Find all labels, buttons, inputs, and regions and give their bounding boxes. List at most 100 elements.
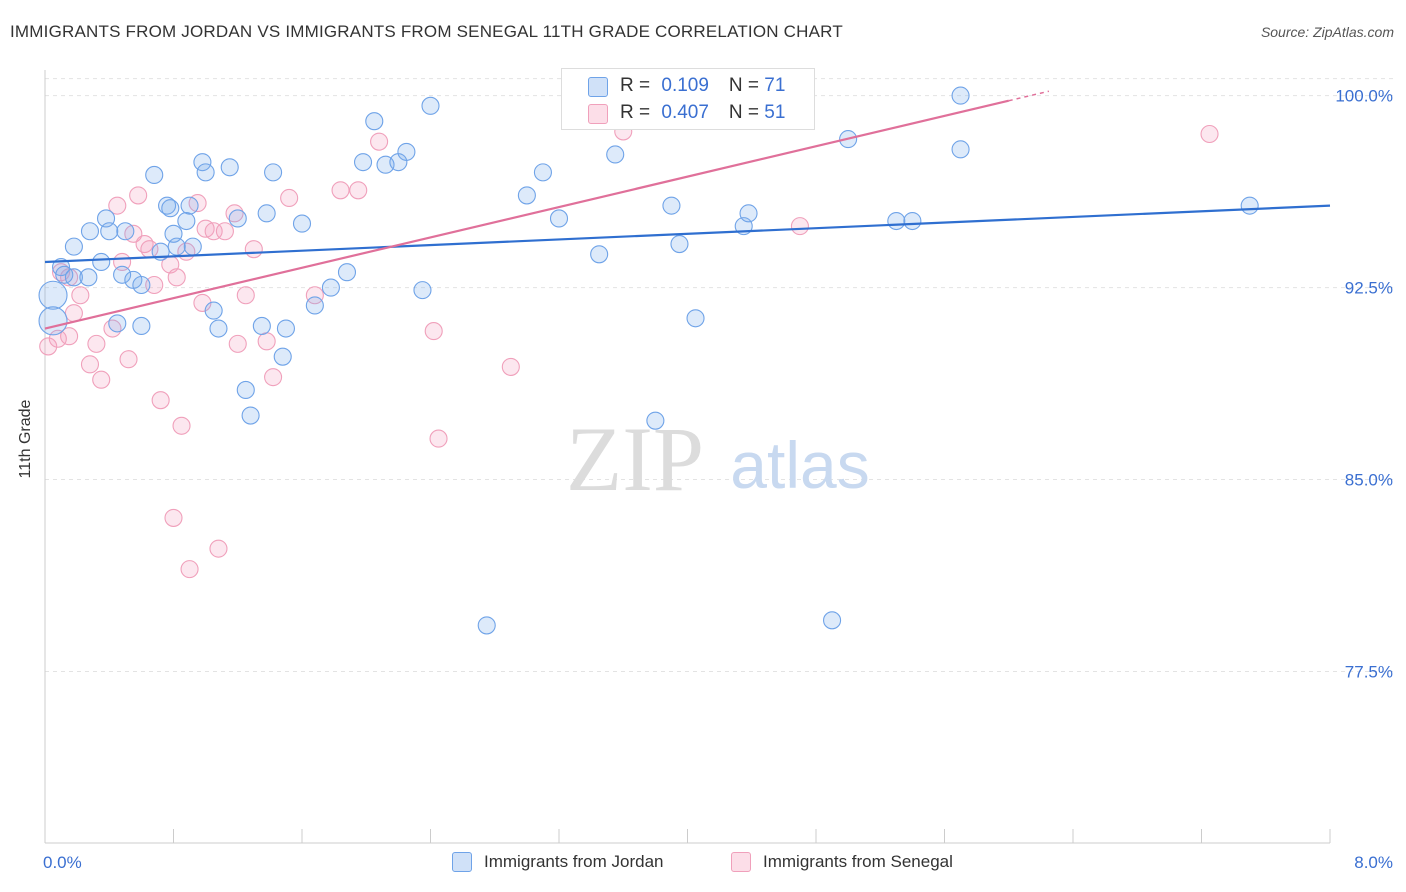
jordan-point	[606, 145, 625, 164]
jordan-point	[337, 263, 357, 282]
senegal-point	[129, 186, 148, 205]
legend-row-jordan: R = 0.109 N = 71	[588, 75, 785, 97]
senegal-point	[145, 275, 164, 295]
senegal-point	[349, 181, 368, 200]
jordan-point	[116, 222, 135, 241]
senegal-trend-extension	[1008, 90, 1050, 102]
jordan-point	[161, 199, 180, 218]
jordan-point	[132, 316, 151, 336]
legend-n-label-senegal: N =	[728, 102, 765, 123]
y-tick-label-1: 85.0%	[1345, 471, 1393, 490]
senegal-point	[180, 560, 199, 579]
jordan-points	[38, 86, 1259, 635]
bottom-legend-senegal: Immigrants from Senegal	[731, 852, 953, 872]
jordan-point	[273, 347, 292, 366]
jordan-point	[887, 211, 906, 231]
legend-row-senegal: R = 0.407 N = 51	[588, 102, 785, 124]
legend-n-label-jordan: N =	[728, 75, 765, 96]
chart-title: IMMIGRANTS FROM JORDAN VS IMMIGRANTS FRO…	[10, 22, 843, 41]
jordan-point	[321, 278, 340, 297]
source-label: Source: ZipAtlas.com	[1260, 24, 1394, 40]
senegal-point	[172, 416, 191, 435]
jordan-point	[38, 280, 68, 310]
jordan-point	[365, 112, 384, 131]
legend-r-value-jordan: 0.109	[661, 75, 709, 96]
senegal-point	[790, 217, 809, 236]
jordan-point	[662, 196, 681, 215]
senegal-point	[60, 327, 79, 346]
jordan-point	[180, 196, 199, 215]
stats-legend: R = 0.109 N = 71 R = 0.407 N = 51	[561, 68, 815, 130]
jordan-point	[113, 265, 132, 284]
jordan-point	[183, 237, 202, 256]
senegal-point	[119, 350, 138, 369]
senegal-point	[135, 235, 154, 254]
senegal-point	[305, 286, 324, 305]
senegal-points	[39, 86, 1219, 579]
jordan-point	[38, 306, 68, 336]
senegal-point	[71, 286, 90, 305]
bottom-legend-label-jordan: Immigrants from Jordan	[484, 852, 664, 871]
senegal-point	[164, 508, 183, 527]
senegal-point	[424, 322, 443, 341]
legend-swatch-jordan	[588, 77, 608, 97]
legend-r-value-senegal: 0.407	[661, 102, 709, 123]
bottom-legend: Immigrants from Jordan Immigrants from S…	[0, 852, 1406, 878]
jordan-point	[292, 214, 312, 233]
gridlines	[45, 78, 1395, 673]
senegal-point	[1200, 124, 1219, 144]
senegal-point	[167, 268, 186, 287]
jordan-point	[220, 158, 239, 177]
jordan-point	[79, 268, 98, 287]
jordan-point	[823, 611, 842, 630]
jordan-point	[686, 309, 705, 328]
senegal-point	[209, 539, 228, 558]
senegal-point	[87, 334, 106, 353]
bottom-legend-swatch-jordan	[452, 852, 472, 872]
jordan-point	[92, 252, 111, 272]
jordan-point	[951, 140, 970, 159]
jordan-point	[145, 165, 164, 184]
legend-n-value-senegal: 51	[764, 102, 786, 123]
legend-r-label-jordan: R =	[620, 75, 656, 96]
senegal-point	[80, 355, 100, 374]
jordan-trend-line	[44, 204, 1331, 264]
jordan-point	[108, 314, 127, 333]
senegal-point	[108, 196, 127, 215]
x-tick-label-0: 0.0%	[43, 853, 82, 872]
trend-lines	[44, 90, 1331, 330]
jordan-point	[241, 406, 260, 425]
jordan-point	[549, 209, 569, 228]
jordan-point	[646, 411, 665, 430]
senegal-point	[244, 240, 263, 259]
jordan-point	[477, 616, 496, 635]
senegal-point	[331, 181, 350, 200]
bottom-legend-jordan: Immigrants from Jordan	[452, 852, 664, 872]
senegal-point	[236, 286, 255, 305]
jordan-point	[228, 209, 247, 228]
jordan-point	[421, 96, 440, 115]
tick-labels: 77.5% 85.0% 92.5% 100.0% 0.0% 8.0%	[43, 87, 1393, 872]
y-tick-label-2: 92.5%	[1345, 279, 1393, 298]
jordan-point	[397, 142, 416, 161]
jordan-point	[264, 163, 283, 182]
jordan-point	[353, 153, 373, 172]
bottom-legend-swatch-senegal	[731, 852, 751, 872]
senegal-point	[280, 188, 299, 208]
jordan-point	[158, 196, 177, 215]
jordan-point	[413, 281, 432, 300]
y-tick-label-0: 77.5%	[1345, 663, 1393, 682]
senegal-point	[228, 334, 247, 353]
senegal-point	[501, 357, 520, 376]
senegal-point	[92, 370, 111, 389]
x-tick-label-1: 8.0%	[1354, 853, 1393, 872]
legend-n-value-jordan: 71	[764, 75, 786, 96]
jordan-point	[236, 380, 255, 400]
jordan-point	[517, 186, 536, 205]
jordan-point	[100, 222, 119, 241]
jordan-point	[903, 211, 922, 231]
jordan-point	[533, 163, 552, 182]
jordan-point	[64, 268, 83, 287]
jordan-point	[257, 204, 276, 223]
